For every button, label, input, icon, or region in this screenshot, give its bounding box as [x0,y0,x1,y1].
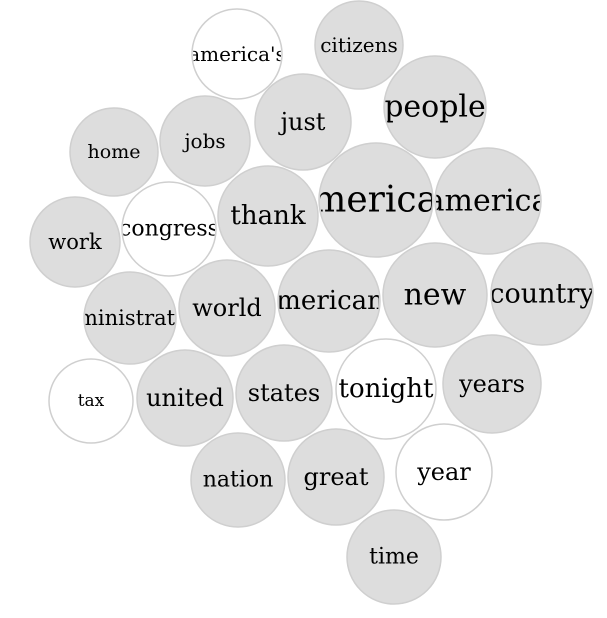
bubble-circle-states [235,344,333,442]
bubble-jobs: jobs [159,95,251,187]
bubble-label-great: great [304,463,369,491]
bubble-circle-work [29,196,121,288]
bubble-label-people: people [384,90,486,125]
bubble-label-home: home [88,141,141,163]
bubble-label-year: year [416,458,471,486]
bubble-congress: congress [119,181,219,277]
bubble-circle-nation [190,432,286,528]
bubble-label-states: states [248,379,320,407]
bubble-circle-thank [217,165,319,267]
bubble-new: new [382,242,488,348]
bubble-label-americans: americans [261,286,397,316]
bubble-america-s: america's [188,8,286,100]
bubble-circle-citizens [314,0,404,90]
bubble-circle-tax [48,358,134,444]
bubble-united: united [136,349,234,447]
bubble-circle-american [318,142,434,258]
bubble-circle-country [490,242,594,346]
bubble-label-congress: congress [119,217,219,242]
bubble-tax: tax [48,358,134,444]
bubble-circle-united [136,349,234,447]
bubble-label-work: work [48,230,102,254]
bubble-thank: thank [217,165,319,267]
bubble-circle-great [287,428,385,526]
bubble-world: world [178,259,276,357]
bubble-states: states [235,344,333,442]
bubble-label-years: years [458,370,525,398]
bubble-label-america: america [427,184,550,219]
bubble-circle-year [395,423,493,521]
bubble-american: american [291,142,461,258]
bubble-circle-jobs [159,95,251,187]
bubble-label-administration: administration [52,306,208,330]
bubble-label-country: country [489,279,595,310]
bubble-label-time: time [369,545,419,570]
bubble-nation: nation [190,432,286,528]
bubble-time: time [346,509,442,605]
bubble-tonight: tonight [335,338,437,440]
bubble-citizens: citizens [314,0,404,90]
bubble-circle-years [442,334,542,434]
bubble-country: country [489,242,595,346]
bubble-label-tax: tax [78,391,105,411]
bubble-just: just [254,73,352,171]
bubble-label-thank: thank [230,201,305,231]
bubble-label-america-s: america's [188,42,286,66]
bubble-years: years [442,334,542,434]
bubble-americans: americans [261,249,397,353]
bubble-circle-time [346,509,442,605]
bubble-circle-tonight [335,338,437,440]
bubble-circle-administration [83,271,177,365]
bubble-circle-just [254,73,352,171]
bubble-label-jobs: jobs [182,129,225,153]
bubble-circle-home [69,107,159,197]
bubble-circle-america [434,147,542,255]
bubble-label-nation: nation [203,468,274,493]
bubble-label-citizens: citizens [320,33,398,57]
bubble-great: great [287,428,385,526]
bubble-circle-congress [121,181,217,277]
bubble-america: america [427,147,550,255]
bubble-home: home [69,107,159,197]
bubbles-group: america's citizens people just jobs home ameri… [29,0,595,605]
bubble-label-tonight: tonight [339,374,435,404]
bubble-circle-people [383,55,487,159]
bubble-label-just: just [278,108,326,136]
bubble-label-new: new [404,278,467,313]
bubble-label-united: united [146,384,224,412]
bubble-people: people [383,55,487,159]
bubble-label-american: american [291,180,461,221]
bubble-circle-new [382,242,488,348]
bubble-circle-america-s [191,8,283,100]
bubble-administration: administration [52,271,208,365]
bubble-label-world: world [192,294,262,322]
bubble-circle-world [178,259,276,357]
bubble-work: work [29,196,121,288]
bubble-year: year [395,423,493,521]
bubble-circle-americans [277,249,381,353]
